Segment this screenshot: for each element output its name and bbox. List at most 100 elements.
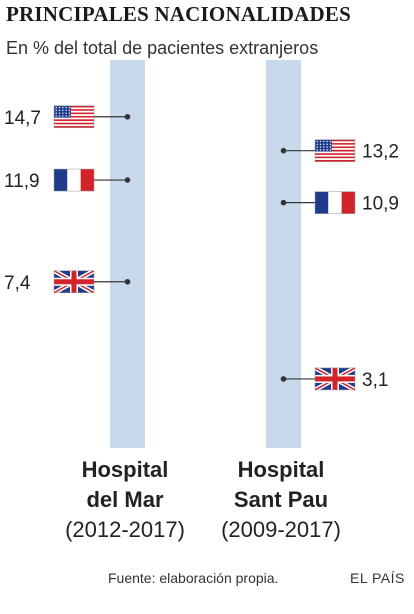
chart-title: PRINCIPALES NACIONALIDADES [6, 2, 351, 26]
us-flag-star [316, 140, 318, 143]
data-point: 3,1 [280, 365, 388, 392]
us-flag-star [316, 146, 318, 148]
hospital-sant-pau-label: Hospital Sant Pau (2009-2017) [191, 455, 371, 545]
us-flag-star [323, 140, 325, 143]
us-flag-star [58, 109, 61, 112]
us-flag-star [316, 149, 318, 151]
us-flag-stripe [315, 144, 355, 147]
us-flag-stripe [315, 153, 355, 155]
hospital-del-mar-name-line1: Hospital [81, 457, 169, 482]
data-point: 14,7 [4, 105, 131, 129]
us-flag-star [55, 109, 57, 112]
us-flag-stripe [315, 151, 355, 154]
value-label: 7,4 [4, 273, 31, 294]
us-flag-canton [315, 139, 332, 152]
us-flag-star [68, 109, 71, 112]
us-flag-star [326, 149, 328, 151]
us-flag-stripe [315, 156, 355, 159]
us-flag-stripe [54, 121, 94, 123]
us-flag-stripe [315, 143, 355, 145]
france-flag-white [328, 191, 342, 214]
flag-border [314, 139, 356, 162]
value-label: 11,9 [4, 171, 40, 192]
us-flag-stripe [54, 126, 94, 128]
us-flag-star [65, 112, 67, 114]
us-flag-star [68, 115, 71, 117]
france-flag-icon [314, 191, 356, 214]
us-flag-star [319, 143, 322, 145]
source-note: Fuente: elaboración propia. [108, 570, 279, 586]
us-flag-stripe [54, 114, 94, 116]
us-flag-star [62, 106, 64, 109]
hospital-sant-pau-name-line1: Hospital [237, 457, 325, 482]
us-flag-star [62, 115, 64, 117]
hospital-sant-pau-name-line2: Sant Pau [233, 487, 329, 512]
flag-border [314, 367, 356, 391]
el-pais-logo: EL PAÍS [350, 570, 405, 586]
hospital-del-mar-period: (2012-2017) [65, 517, 185, 542]
us-flag-star [65, 109, 67, 112]
us-flag-star [62, 109, 64, 112]
france-flag-blue [315, 191, 329, 214]
us-flag-star [326, 143, 328, 145]
france-flag-icon [53, 168, 95, 192]
us-flag-star [62, 112, 64, 114]
uk-flag-cross-red [315, 376, 355, 382]
us-flag-stripe [54, 109, 94, 111]
us-flag-star [323, 143, 325, 145]
us-flag-stripe [315, 139, 355, 142]
uk-flag-icon [313, 365, 357, 392]
us-flag-star [55, 106, 57, 109]
value-label: 10,9 [362, 194, 399, 215]
us-flag-star [323, 149, 325, 151]
france-flag-blue [54, 169, 68, 192]
us-flag-star [65, 106, 67, 109]
point-dot [124, 177, 131, 183]
value-label: 13,2 [362, 142, 399, 163]
hospital-sant-pau-bar [266, 60, 301, 448]
us-flag-stripe [54, 117, 94, 120]
us-flag-star [55, 112, 57, 114]
uk-flag-icon [52, 268, 96, 295]
france-flag-red [80, 169, 94, 192]
us-flag-stripe [54, 112, 94, 115]
us-flag-star [68, 106, 71, 109]
us-flag-stripe [54, 119, 94, 122]
us-flag-stripe [315, 146, 355, 149]
hospital-del-mar-name-line2: del Mar [86, 487, 164, 512]
us-flag-star [58, 115, 61, 117]
us-flag-star [58, 112, 61, 114]
us-flag-star [58, 106, 61, 109]
us-flag-star [316, 143, 318, 145]
us-flag-star [319, 146, 322, 148]
us-flag-stripe [315, 149, 355, 152]
us-flag-stripe [315, 154, 355, 157]
point-dot [124, 113, 131, 120]
france-flag-white [67, 169, 81, 192]
us-flag-stripe [315, 141, 355, 144]
us-flag-icon [314, 139, 356, 162]
us-flag-star [323, 146, 325, 148]
us-flag-star [326, 140, 328, 143]
us-flag-canton [54, 105, 71, 118]
us-flag-stripe [315, 159, 355, 162]
us-flag-star [329, 149, 332, 151]
us-flag-star [329, 146, 332, 148]
value-label: 14,7 [4, 108, 41, 129]
us-flag-star [329, 143, 332, 145]
chart-subtitle: En % del total de pacientes extranjeros [6, 38, 319, 58]
hospital-sant-pau-period: (2009-2017) [221, 517, 341, 542]
uk-flag-cross-red [54, 279, 94, 285]
us-flag-stripe [54, 105, 94, 108]
us-flag-stripe [54, 122, 94, 125]
hospital-del-mar-bar [110, 60, 145, 448]
us-flag-stripe [54, 107, 94, 110]
us-flag-star [319, 140, 322, 143]
us-flag-stripe [54, 115, 94, 118]
us-flag-stripe [315, 158, 355, 160]
us-flag-stripe [315, 148, 355, 150]
us-flag-stripe [54, 124, 94, 127]
us-flag-icon [53, 105, 95, 129]
us-flag-star [65, 115, 67, 117]
